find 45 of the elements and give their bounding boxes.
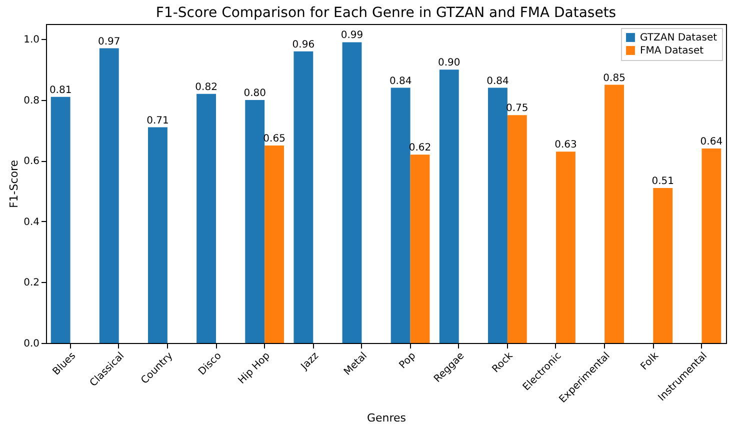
bar <box>556 152 576 343</box>
bar <box>390 88 410 343</box>
bar <box>488 88 508 343</box>
data-label: 0.81 <box>49 84 72 96</box>
bar <box>196 94 216 343</box>
data-label: 0.64 <box>700 136 723 148</box>
bar <box>264 146 284 343</box>
x-tick-label: Hip Hop <box>236 350 272 386</box>
bar <box>148 127 168 343</box>
bar <box>410 154 430 343</box>
data-label: 0.84 <box>389 76 412 87</box>
data-label: 0.80 <box>244 88 266 99</box>
x-axis-title: Genres <box>366 412 406 425</box>
y-tick-label: 0.2 <box>24 278 40 289</box>
bar <box>50 96 70 343</box>
data-label: 0.85 <box>603 72 626 84</box>
legend-label: FMA Dataset <box>640 46 704 56</box>
bar <box>507 115 527 343</box>
bar <box>342 42 362 343</box>
data-label: 0.99 <box>340 30 364 42</box>
data-label: 0.82 <box>195 82 218 93</box>
bar <box>653 188 673 343</box>
data-label: 0.71 <box>146 115 169 126</box>
chart-title: F1-Score Comparison for Each Genre in GTZAN and FMA Datasets <box>156 5 616 21</box>
y-tick-label: 0.6 <box>24 156 40 168</box>
data-label: 0.90 <box>438 58 460 69</box>
bar <box>702 148 722 343</box>
y-axis-title: F1-Score <box>8 160 21 208</box>
x-tick-label: Pop <box>397 350 418 372</box>
y-tick-label: 0.0 <box>24 338 40 350</box>
legend-label: GTZAN Dataset <box>640 32 718 44</box>
bar <box>294 51 314 343</box>
data-label: 0.51 <box>652 176 674 188</box>
data-label: 0.84 <box>486 76 509 87</box>
bar <box>604 84 624 343</box>
data-label: 0.63 <box>554 140 577 151</box>
x-tick-label: Folk <box>638 350 662 372</box>
bar <box>439 70 459 343</box>
data-label: 0.96 <box>292 39 315 50</box>
y-tick-label: 1.0 <box>24 34 40 46</box>
bar <box>245 100 265 343</box>
data-label: 0.97 <box>98 36 120 48</box>
bar <box>99 48 119 343</box>
y-tick-label: 0.4 <box>24 216 40 228</box>
y-tick-label: 0.8 <box>24 95 40 106</box>
